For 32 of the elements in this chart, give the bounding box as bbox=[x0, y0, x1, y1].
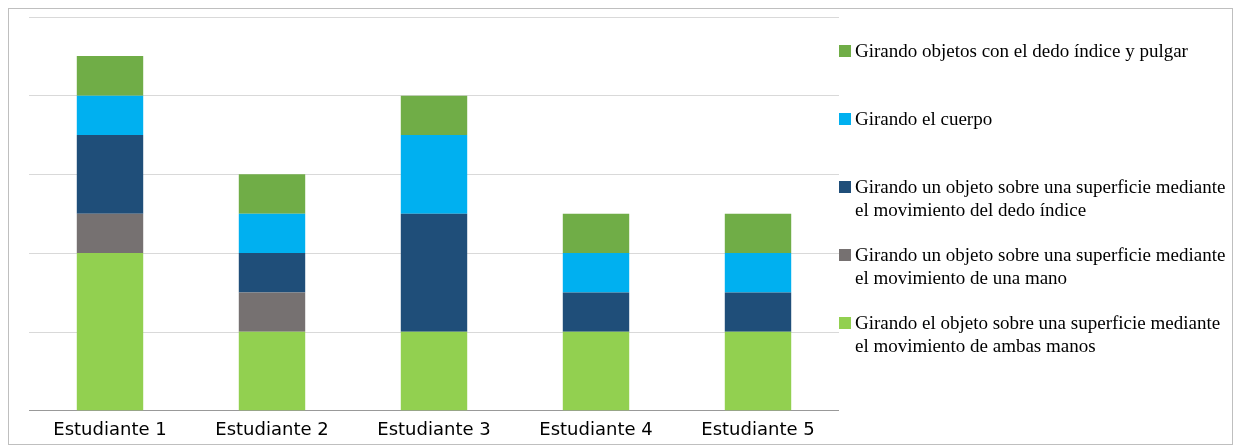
bar bbox=[76, 55, 144, 96]
bar bbox=[238, 331, 306, 411]
bar bbox=[238, 292, 306, 332]
bar bbox=[400, 135, 468, 214]
bar bbox=[724, 253, 792, 293]
legend-label: Girando un objeto sobre una superficie mediante el movimiento del dedo índice bbox=[855, 175, 1227, 221]
legend-label: Girando el cuerpo bbox=[855, 107, 993, 130]
legend-label: Girando un objeto sobre una superficie mediante el movimiento de una mano bbox=[855, 243, 1227, 289]
bar bbox=[724, 213, 792, 254]
x-tick-label: Estudiante 3 bbox=[377, 417, 491, 439]
bar bbox=[562, 213, 630, 254]
bar bbox=[76, 135, 144, 214]
bar bbox=[76, 253, 144, 411]
bar bbox=[562, 253, 630, 293]
x-tick-label: Estudiante 2 bbox=[215, 417, 329, 439]
bar bbox=[238, 213, 306, 254]
legend-label: Girando el objeto sobre una superficie mediante el movimiento de ambas manos bbox=[855, 311, 1222, 357]
bar bbox=[238, 253, 306, 293]
x-tick-label: Estudiante 4 bbox=[539, 417, 653, 439]
bar bbox=[76, 95, 144, 136]
x-tick-label: Estudiante 1 bbox=[53, 417, 167, 439]
bar bbox=[724, 292, 792, 332]
bar bbox=[76, 213, 144, 254]
x-tick-label: Estudiante 5 bbox=[701, 417, 815, 439]
bar bbox=[562, 331, 630, 411]
bar bbox=[724, 331, 792, 411]
bar bbox=[400, 213, 468, 332]
bar bbox=[562, 292, 630, 332]
bar bbox=[400, 95, 468, 136]
bar bbox=[238, 174, 306, 214]
bar bbox=[400, 331, 468, 411]
legend-label: Girando objetos con el dedo índice y pulgar bbox=[855, 39, 1188, 62]
